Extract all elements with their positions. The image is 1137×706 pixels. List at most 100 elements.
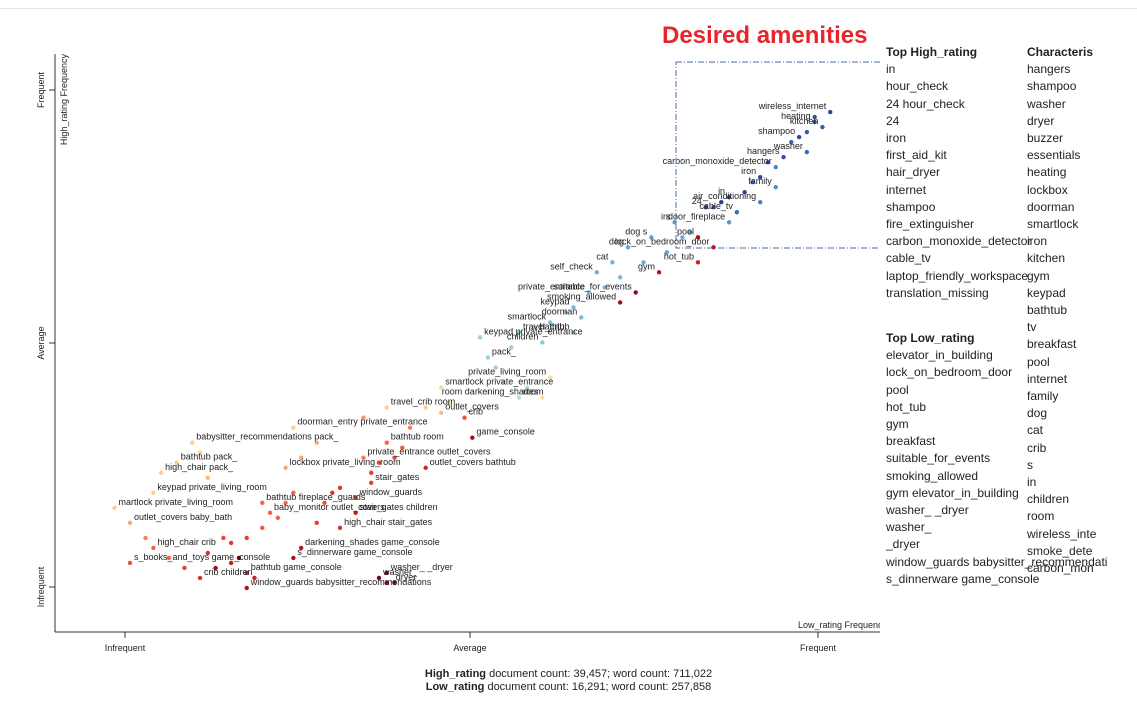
point-label: outlet_covers bathtub: [430, 457, 516, 467]
data-point: [228, 540, 234, 546]
data-point: [773, 164, 778, 170]
point-label: pool: [677, 226, 694, 236]
point-label: 24: [692, 196, 702, 206]
characteristic-item: kitchen: [1027, 251, 1066, 266]
data-point: [796, 134, 802, 140]
characteristic-item: bathtub: [1027, 303, 1068, 318]
top-low-rating-item: hot_tub: [886, 399, 927, 414]
data-point: [758, 174, 763, 180]
characteristic-item: essentials: [1027, 148, 1081, 163]
top-high-rating-item: iron: [886, 131, 907, 146]
data-point: [485, 355, 491, 360]
data-point: [182, 565, 187, 571]
characteristic-item: crib: [1027, 440, 1047, 455]
point-label: s: [666, 211, 671, 221]
data-point: [127, 520, 133, 526]
point-label: room: [523, 387, 544, 397]
characteristic-list: Characteris hangers shampoo washer dryer buz…: [1027, 44, 1137, 577]
data-point: [439, 385, 444, 390]
data-point: [392, 455, 397, 460]
data-point: [571, 305, 576, 310]
characteristic-item: dryer: [1027, 113, 1055, 128]
data-point: [298, 545, 304, 551]
data-point: [610, 260, 615, 265]
data-point: [127, 560, 133, 566]
point-label: bathtub: [539, 321, 569, 331]
point-label: outlet_covers baby_bath: [134, 512, 232, 522]
data-point: [260, 525, 265, 531]
data-point: [291, 425, 296, 430]
point-label: dog: [609, 236, 624, 246]
data-point: [291, 555, 296, 561]
high-rating-count-line: High_rating document count: 39,457; word…: [0, 668, 1137, 681]
characteristic-item: iron: [1027, 234, 1048, 249]
data-point: [516, 330, 522, 335]
data-point: [369, 470, 374, 475]
top-divider: [0, 8, 1137, 9]
data-point: [501, 380, 506, 385]
x-tick-label: Infrequent: [105, 643, 146, 653]
data-point: [197, 450, 203, 455]
point-label: in: [718, 186, 725, 196]
characteristic-item: family: [1027, 389, 1059, 404]
data-point: [765, 159, 771, 165]
data-point: [244, 535, 249, 541]
top-high-rating-item: in: [886, 62, 896, 77]
point-label: window_guards: [359, 487, 423, 497]
point-label: cat: [596, 251, 609, 261]
point-label: outlet_covers: [445, 402, 499, 412]
data-point: [314, 440, 319, 445]
point-label: family: [748, 176, 772, 186]
point-label: shampoo: [758, 126, 795, 136]
data-point: [719, 200, 724, 205]
point-label: high_chair crib: [157, 537, 216, 547]
characteristic-item: keypad: [1027, 285, 1066, 300]
top-low-rating-item: gym: [886, 417, 909, 432]
point-label: travel_crib: [523, 321, 565, 331]
point-label: dog s: [625, 226, 648, 236]
characteristic-item: gym: [1027, 268, 1050, 283]
point-label: keypad private_entrance: [484, 326, 583, 336]
y-tick-label: Infrequent: [36, 566, 46, 607]
point-label: crib: [469, 407, 484, 417]
top-low-rating-item: suitable_for_events: [886, 451, 991, 466]
top-high-rating-item: 24 hour_check: [886, 96, 965, 111]
desired-amenities-title: Desired amenities: [662, 22, 868, 49]
point-label: smartlock private_entrance: [445, 377, 553, 387]
data-point: [586, 290, 592, 295]
data-point: [291, 490, 296, 495]
top-low-rating-heading: Top Low_rating: [886, 331, 975, 345]
data-point: [750, 179, 755, 185]
point-label: lock_on_bedroom_door: [615, 236, 710, 246]
top-low-rating-item: elevator_in_building: [886, 348, 993, 363]
data-point: [244, 570, 249, 576]
point-label: iron: [741, 166, 756, 176]
top-high-rating-item: laptop_friendly_workspace: [886, 268, 1029, 283]
top-high-rating-item: hair_dryer: [886, 165, 941, 180]
point-label: crib children: [204, 567, 253, 577]
characteristic-item: dog: [1027, 406, 1048, 421]
data-point: [314, 520, 319, 526]
characteristic-item: buzzer: [1027, 131, 1064, 146]
data-point: [361, 415, 366, 420]
y-tick-label: Frequent: [36, 71, 46, 108]
data-point: [571, 330, 576, 335]
data-point: [649, 235, 654, 240]
data-point: [439, 410, 444, 415]
data-point: [462, 415, 467, 420]
data-point: [617, 300, 623, 305]
data-point: [423, 465, 428, 470]
data-point: [174, 460, 179, 465]
data-point: [726, 195, 732, 200]
point-label: stair_gates children: [360, 502, 438, 512]
low-rating-count-text: document count: 16,291; word count: 257,…: [484, 681, 712, 693]
data-point: [361, 455, 366, 460]
data-point: [641, 260, 646, 265]
top-low-rating-list: Top Low_rating elevator_in_building lock_…: [886, 330, 1107, 588]
data-point: [485, 390, 491, 395]
data-point: [353, 495, 358, 501]
point-label: indoor_fireplace: [661, 211, 725, 221]
point-label: carbon_monoxide_detector: [663, 156, 772, 166]
top-high-rating-item: carbon_monoxide_detector: [886, 234, 1032, 249]
top-high-rating-list: Top High_rating in hour_check 24 hour_chec…: [886, 44, 1031, 302]
